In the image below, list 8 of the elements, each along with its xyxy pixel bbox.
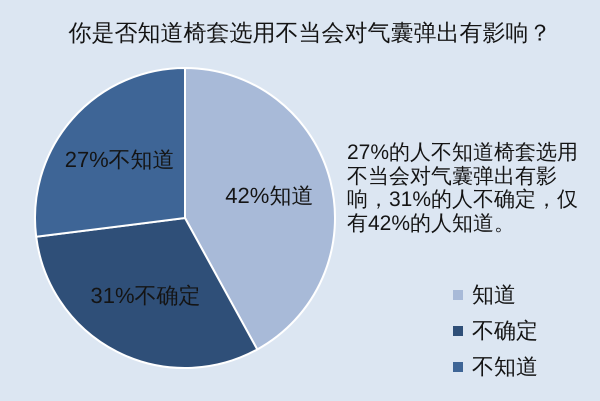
data-label: 31%不确定 (90, 282, 201, 308)
data-label: 27%不知道 (64, 147, 175, 173)
legend-label: 知道 (472, 282, 516, 308)
legend-label: 不知道 (472, 354, 538, 380)
chart-title: 你是否知道椅套选用不当会对气囊弹出有影响？ (68, 19, 552, 46)
data-label: 42%知道 (225, 183, 314, 208)
text: 27%的人不知道椅套选用不当会对气囊弹出有影响，31%的人不确定，仅有42%的人知道。 (347, 141, 580, 235)
legend-label: 不确定 (472, 318, 538, 344)
